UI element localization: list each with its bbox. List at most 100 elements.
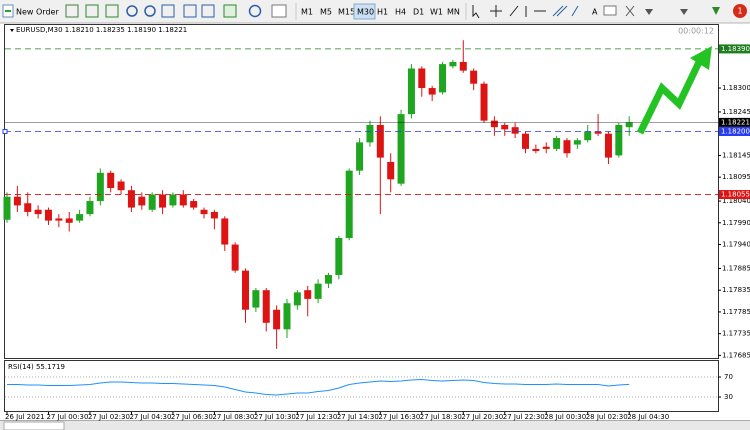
candle-body [252, 290, 260, 308]
periods-icon[interactable] [248, 4, 262, 18]
candle-body [179, 194, 187, 206]
candle-body [501, 124, 509, 130]
x-tick-label: 27 Jul 18:30 [420, 413, 462, 421]
line-icon[interactable] [105, 4, 119, 18]
candle-body [127, 190, 135, 208]
candle-body [428, 88, 436, 95]
bar-chart-icon[interactable] [65, 4, 79, 18]
rsi-pane [4, 360, 719, 412]
y-tick-label: 1.18245 [722, 108, 750, 116]
symbol-marker [10, 29, 14, 32]
candle-body [159, 194, 167, 208]
templates-icon[interactable] [271, 4, 287, 18]
candle-icon[interactable] [85, 4, 99, 18]
timeframe[interactable]: M1 [301, 8, 313, 17]
new-order-button[interactable]: New Order [16, 8, 59, 17]
candle-body [625, 122, 633, 128]
shift-icon[interactable] [201, 4, 215, 18]
zoom-out-icon[interactable] [144, 5, 156, 17]
chart-tab[interactable] [3, 421, 65, 430]
candle-body [86, 201, 94, 215]
candle-body [210, 211, 218, 219]
text-icon[interactable]: A [592, 8, 598, 17]
dropdown-icon[interactable] [680, 9, 688, 15]
candle-body [24, 203, 32, 212]
y-tick-label: 1.18095 [722, 173, 750, 181]
timeframe[interactable]: M5 [320, 8, 332, 17]
crosshair-icon[interactable] [490, 5, 502, 17]
timeframe[interactable]: H4 [395, 8, 406, 17]
cursor-icon[interactable] [472, 5, 480, 19]
timeframe[interactable]: H1 [377, 8, 388, 17]
candle-body [335, 238, 343, 275]
scroll-icon[interactable] [183, 4, 197, 18]
channel-icon[interactable] [552, 5, 568, 17]
y-tick-label: 1.17685 [722, 351, 750, 359]
candle-body [449, 61, 457, 67]
notification-badge[interactable] [733, 4, 747, 18]
candle-body [3, 196, 11, 220]
candle-body [573, 140, 581, 145]
y-tick-label: 1.18300 [722, 84, 750, 92]
dropdown-icon[interactable] [645, 9, 653, 15]
notification-count: 1 [737, 7, 742, 16]
y-tick-label: 1.17785 [722, 308, 750, 316]
trendline-icon[interactable] [509, 5, 519, 17]
timeframe[interactable]: MN [447, 8, 460, 17]
candle-body [314, 283, 322, 299]
candle-body [304, 290, 312, 299]
label-icon[interactable] [603, 5, 617, 16]
alert-icon[interactable] [712, 7, 720, 15]
rsi-line [7, 378, 630, 396]
x-tick-label: 27 Jul 02:30 [88, 413, 130, 421]
y-tick-label: 1.17885 [722, 264, 750, 272]
candle-body [200, 209, 208, 215]
timeframe[interactable]: D1 [413, 8, 424, 17]
candle-body [345, 170, 353, 239]
candle-body [418, 68, 426, 89]
indicators-icon[interactable] [223, 4, 237, 18]
candle-body [376, 124, 384, 158]
y-tick-label: 1.17990 [722, 219, 750, 227]
level-label-bg [719, 44, 750, 54]
toolbar: New Order A [0, 0, 750, 24]
y-tick-label: 1.18040 [722, 197, 750, 205]
candle-body [273, 309, 281, 330]
candle-body [65, 218, 73, 223]
candle-body [563, 140, 571, 154]
candle-body [55, 218, 63, 221]
zoom-in-icon[interactable] [126, 5, 138, 17]
candle-body [231, 244, 239, 271]
tile-icon[interactable] [161, 4, 175, 18]
tool-icons: A 1 [65, 3, 747, 20]
timeframe[interactable]: M15 [338, 8, 355, 17]
candle-body [470, 70, 478, 84]
x-tick-label: 28 Jul 02:30 [586, 413, 628, 421]
main-pane [4, 24, 719, 359]
level-label-bg [719, 190, 750, 200]
x-tick-label: 27 Jul 22:30 [503, 413, 545, 421]
arrow-drawing [636, 58, 704, 135]
plot: 1.18300 1.18245 1.18145 1.18095 1.18040 1.179… [2, 40, 750, 421]
candle-body [293, 292, 301, 306]
x-tick-label: 27 Jul 06:30 [171, 413, 213, 421]
candle-body [283, 303, 291, 330]
candle-body [594, 131, 602, 134]
rsi-title: RSI(14) 55.1719 [8, 363, 65, 371]
candle-body [221, 218, 229, 245]
candle-body [96, 172, 104, 202]
candle-body [242, 270, 250, 310]
fibo-icon[interactable] [571, 5, 579, 17]
level-label-bg [719, 117, 750, 127]
timeframe[interactable]: M30 [357, 8, 374, 17]
y-tick-label: 1.17735 [722, 330, 750, 338]
timeframe[interactable]: W1 [430, 8, 443, 17]
level-label: 1.18221 [721, 118, 750, 126]
candle-body [532, 148, 540, 152]
left-marker [2, 129, 8, 135]
arrows-icon[interactable] [625, 5, 635, 17]
candle-body [148, 194, 156, 210]
y-tick-label: 1.17835 [722, 286, 750, 294]
arrow-head [690, 46, 712, 70]
